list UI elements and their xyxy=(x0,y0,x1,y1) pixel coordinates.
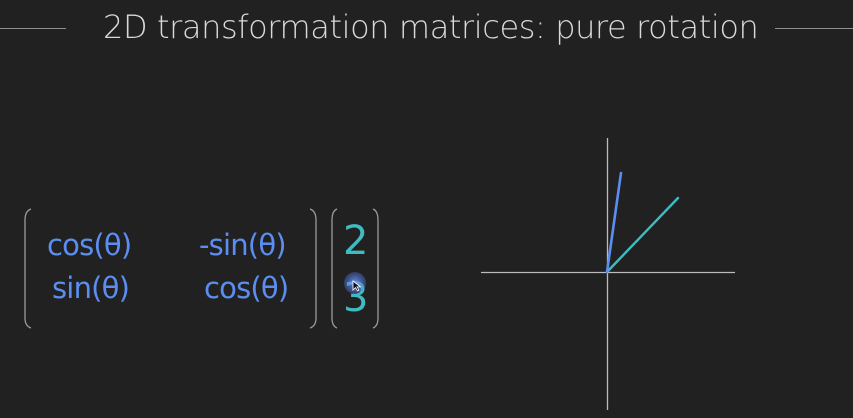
slide-header: 2D transformation matrices: pure rotatio… xyxy=(0,0,853,56)
original-vector-line xyxy=(605,196,680,274)
vector-cell-x: 2 xyxy=(343,218,369,264)
vector-right-bracket xyxy=(372,208,379,329)
matrix-cell-r1c1: cos(θ) xyxy=(47,228,132,262)
title-rule-right xyxy=(775,28,853,29)
matrix-cell-r1c2: -sin(θ) xyxy=(199,228,287,262)
mouse-pointer-icon xyxy=(352,280,362,292)
matrix-cell-r2c1: sin(θ) xyxy=(52,271,130,305)
matrix-cell-r2c2: cos(θ) xyxy=(204,271,289,305)
title-rule-left xyxy=(0,28,66,29)
vector-left-bracket xyxy=(331,208,338,329)
rotated-vector-line xyxy=(605,171,623,274)
slide-title: 2D transformation matrices: pure rotatio… xyxy=(103,8,759,46)
matrix-right-bracket xyxy=(309,208,317,329)
matrix-left-bracket xyxy=(24,208,32,329)
